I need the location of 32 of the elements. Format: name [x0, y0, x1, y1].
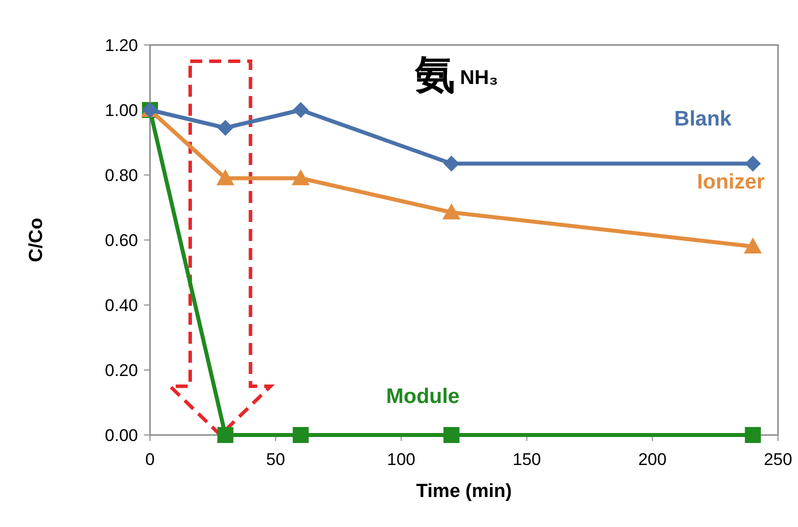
x-axis-title: Time (min) — [416, 481, 512, 502]
point — [744, 427, 761, 443]
point — [443, 156, 460, 172]
x-tick-label: 200 — [638, 450, 667, 469]
point — [442, 203, 460, 220]
x-tick-label: 0 — [145, 450, 155, 469]
y-tick-label: 0.40 — [104, 296, 138, 315]
point — [744, 156, 761, 172]
x-tick-label: 250 — [764, 450, 792, 469]
point — [292, 427, 309, 443]
point — [216, 169, 234, 186]
point — [292, 102, 309, 118]
series-label: Module — [386, 385, 460, 408]
x-tick-label: 50 — [266, 450, 286, 469]
annotation: NH₃ — [460, 67, 498, 89]
y-tick-label: 0.80 — [104, 166, 138, 185]
y-tick-label: 0.20 — [104, 361, 138, 380]
point — [217, 120, 234, 136]
x-tick-label: 100 — [387, 450, 416, 469]
series-label: Blank — [674, 108, 732, 131]
y-tick-label: 0.60 — [104, 231, 138, 250]
y-tick-label: 0.00 — [104, 426, 138, 445]
y-tick-label: 1.00 — [104, 101, 138, 120]
y-tick-label: 1.20 — [104, 36, 138, 55]
annotation: 氨 — [414, 53, 455, 97]
point — [744, 238, 762, 254]
point — [292, 169, 310, 186]
point — [217, 427, 234, 443]
x-tick-label: 150 — [512, 450, 541, 469]
point — [443, 427, 460, 443]
text: Ionizer — [697, 170, 765, 194]
y-axis-title: C/Co — [26, 218, 47, 262]
